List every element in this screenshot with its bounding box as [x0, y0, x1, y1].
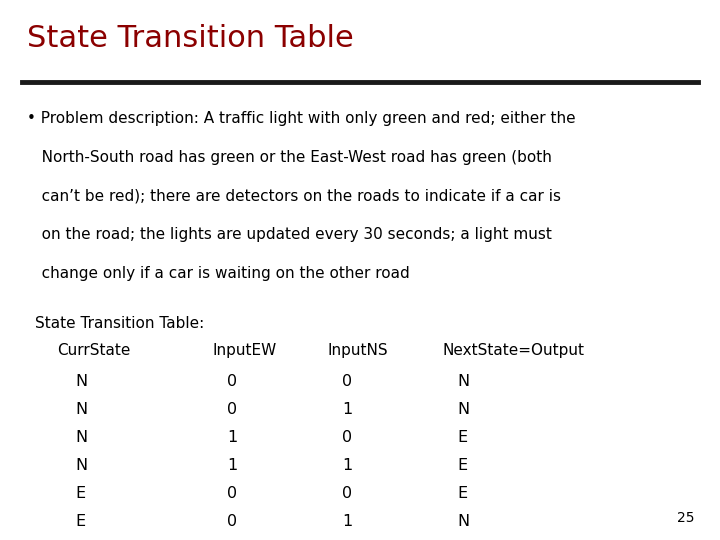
Text: on the road; the lights are updated every 30 seconds; a light must: on the road; the lights are updated ever…: [27, 227, 552, 242]
Text: 0: 0: [227, 486, 237, 501]
Text: can’t be red); there are detectors on the roads to indicate if a car is: can’t be red); there are detectors on th…: [27, 188, 562, 204]
Text: 0: 0: [227, 374, 237, 389]
Text: 1: 1: [342, 402, 352, 417]
Text: E: E: [457, 430, 467, 445]
Text: 0: 0: [227, 402, 237, 417]
Text: 1: 1: [227, 458, 237, 473]
Text: E: E: [76, 486, 86, 501]
Text: E: E: [457, 458, 467, 473]
Text: change only if a car is waiting on the other road: change only if a car is waiting on the o…: [27, 266, 410, 281]
Text: State Transition Table: State Transition Table: [27, 24, 354, 53]
Text: 1: 1: [342, 458, 352, 473]
Text: E: E: [457, 486, 467, 501]
Text: 1: 1: [227, 430, 237, 445]
Text: N: N: [76, 458, 88, 473]
Text: N: N: [457, 402, 469, 417]
Text: 0: 0: [342, 430, 352, 445]
Text: N: N: [76, 374, 88, 389]
Text: InputEW: InputEW: [212, 343, 276, 358]
Text: State Transition Table:: State Transition Table:: [35, 316, 204, 331]
Text: North-South road has green or the East-West road has green (both: North-South road has green or the East-W…: [27, 150, 552, 165]
Text: 0: 0: [342, 486, 352, 501]
Text: • Problem description: A traffic light with only green and red; either the: • Problem description: A traffic light w…: [27, 111, 576, 126]
Text: 1: 1: [342, 514, 352, 529]
Text: InputNS: InputNS: [328, 343, 388, 358]
Text: N: N: [457, 374, 469, 389]
Text: 0: 0: [227, 514, 237, 529]
Text: N: N: [76, 430, 88, 445]
Text: NextState=Output: NextState=Output: [443, 343, 585, 358]
Text: N: N: [457, 514, 469, 529]
Text: 0: 0: [342, 374, 352, 389]
Text: E: E: [76, 514, 86, 529]
Text: N: N: [76, 402, 88, 417]
Text: 25: 25: [678, 511, 695, 525]
Text: CurrState: CurrState: [58, 343, 131, 358]
